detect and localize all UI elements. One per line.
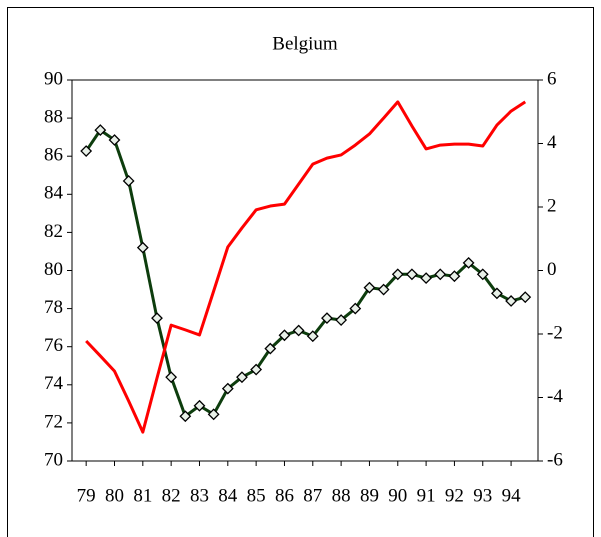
x-tick-label: 85 — [247, 485, 266, 506]
marker — [406, 268, 418, 281]
y2-tick-label: 6 — [547, 68, 557, 89]
marker — [179, 410, 192, 423]
marker — [420, 272, 433, 285]
x-tick-label: 81 — [133, 485, 152, 506]
marker — [193, 399, 206, 412]
marker — [236, 371, 248, 384]
marker — [122, 175, 135, 187]
y2-tick-label: -4 — [547, 386, 563, 407]
marker — [519, 291, 532, 304]
marker — [264, 342, 277, 355]
marker — [448, 270, 461, 283]
x-tick-label: 83 — [190, 485, 209, 506]
x-tick-label: 86 — [275, 485, 294, 506]
y-tick-label: 72 — [44, 411, 63, 432]
x-tick-label: 84 — [218, 485, 238, 506]
marker — [434, 268, 447, 281]
y-tick-label: 90 — [44, 68, 63, 89]
marker — [151, 312, 163, 325]
x-tick-label: 94 — [502, 485, 522, 506]
y-tick-label: 84 — [44, 183, 64, 204]
x-tick-label: 89 — [360, 485, 379, 506]
y-tick-label: 82 — [44, 221, 63, 242]
y-tick-label: 80 — [44, 259, 63, 280]
x-tick-label: 91 — [417, 485, 436, 506]
marker — [377, 283, 390, 296]
y2-tick-label: 0 — [547, 259, 557, 280]
y-tick-label: 78 — [44, 297, 63, 318]
marker — [505, 295, 518, 307]
marker — [221, 382, 234, 395]
x-tick-label: 92 — [445, 485, 464, 506]
marker — [278, 329, 291, 342]
y2-tick-label: -2 — [547, 322, 563, 343]
marker — [462, 256, 475, 269]
marker — [335, 314, 348, 326]
marker — [491, 287, 503, 300]
y2-tick-label: 2 — [547, 195, 557, 216]
x-tick-label: 82 — [162, 485, 181, 506]
marker — [391, 268, 404, 281]
marker — [321, 312, 333, 325]
y-tick-label: 74 — [44, 373, 64, 394]
plot-area — [71, 79, 539, 462]
y-tick-label: 76 — [44, 335, 63, 356]
marker — [349, 302, 362, 315]
chart-title: Belgium — [272, 33, 338, 54]
x-tick-label: 90 — [388, 485, 407, 506]
x-tick-label: 87 — [303, 485, 322, 506]
y2-tick-label: 4 — [547, 132, 557, 153]
frame — [7, 7, 594, 537]
marker — [476, 268, 489, 281]
series-line — [85, 100, 527, 434]
marker — [292, 324, 305, 337]
x-tick-label: 80 — [105, 485, 124, 506]
marker — [250, 363, 263, 376]
marker — [108, 134, 121, 146]
y-tick-label: 86 — [44, 145, 63, 166]
marker — [306, 330, 319, 343]
marker — [363, 281, 376, 294]
y2-tick-label: -6 — [547, 449, 563, 470]
y-tick-label: 88 — [44, 106, 63, 127]
marker — [207, 408, 220, 421]
marker — [80, 145, 93, 157]
x-tick-label: 88 — [332, 485, 351, 506]
x-tick-label: 79 — [77, 485, 96, 506]
marker — [165, 371, 178, 384]
marker — [136, 241, 149, 254]
marker — [94, 124, 107, 137]
y-tick-label: 70 — [44, 449, 63, 470]
x-tick-label: 93 — [473, 485, 492, 506]
